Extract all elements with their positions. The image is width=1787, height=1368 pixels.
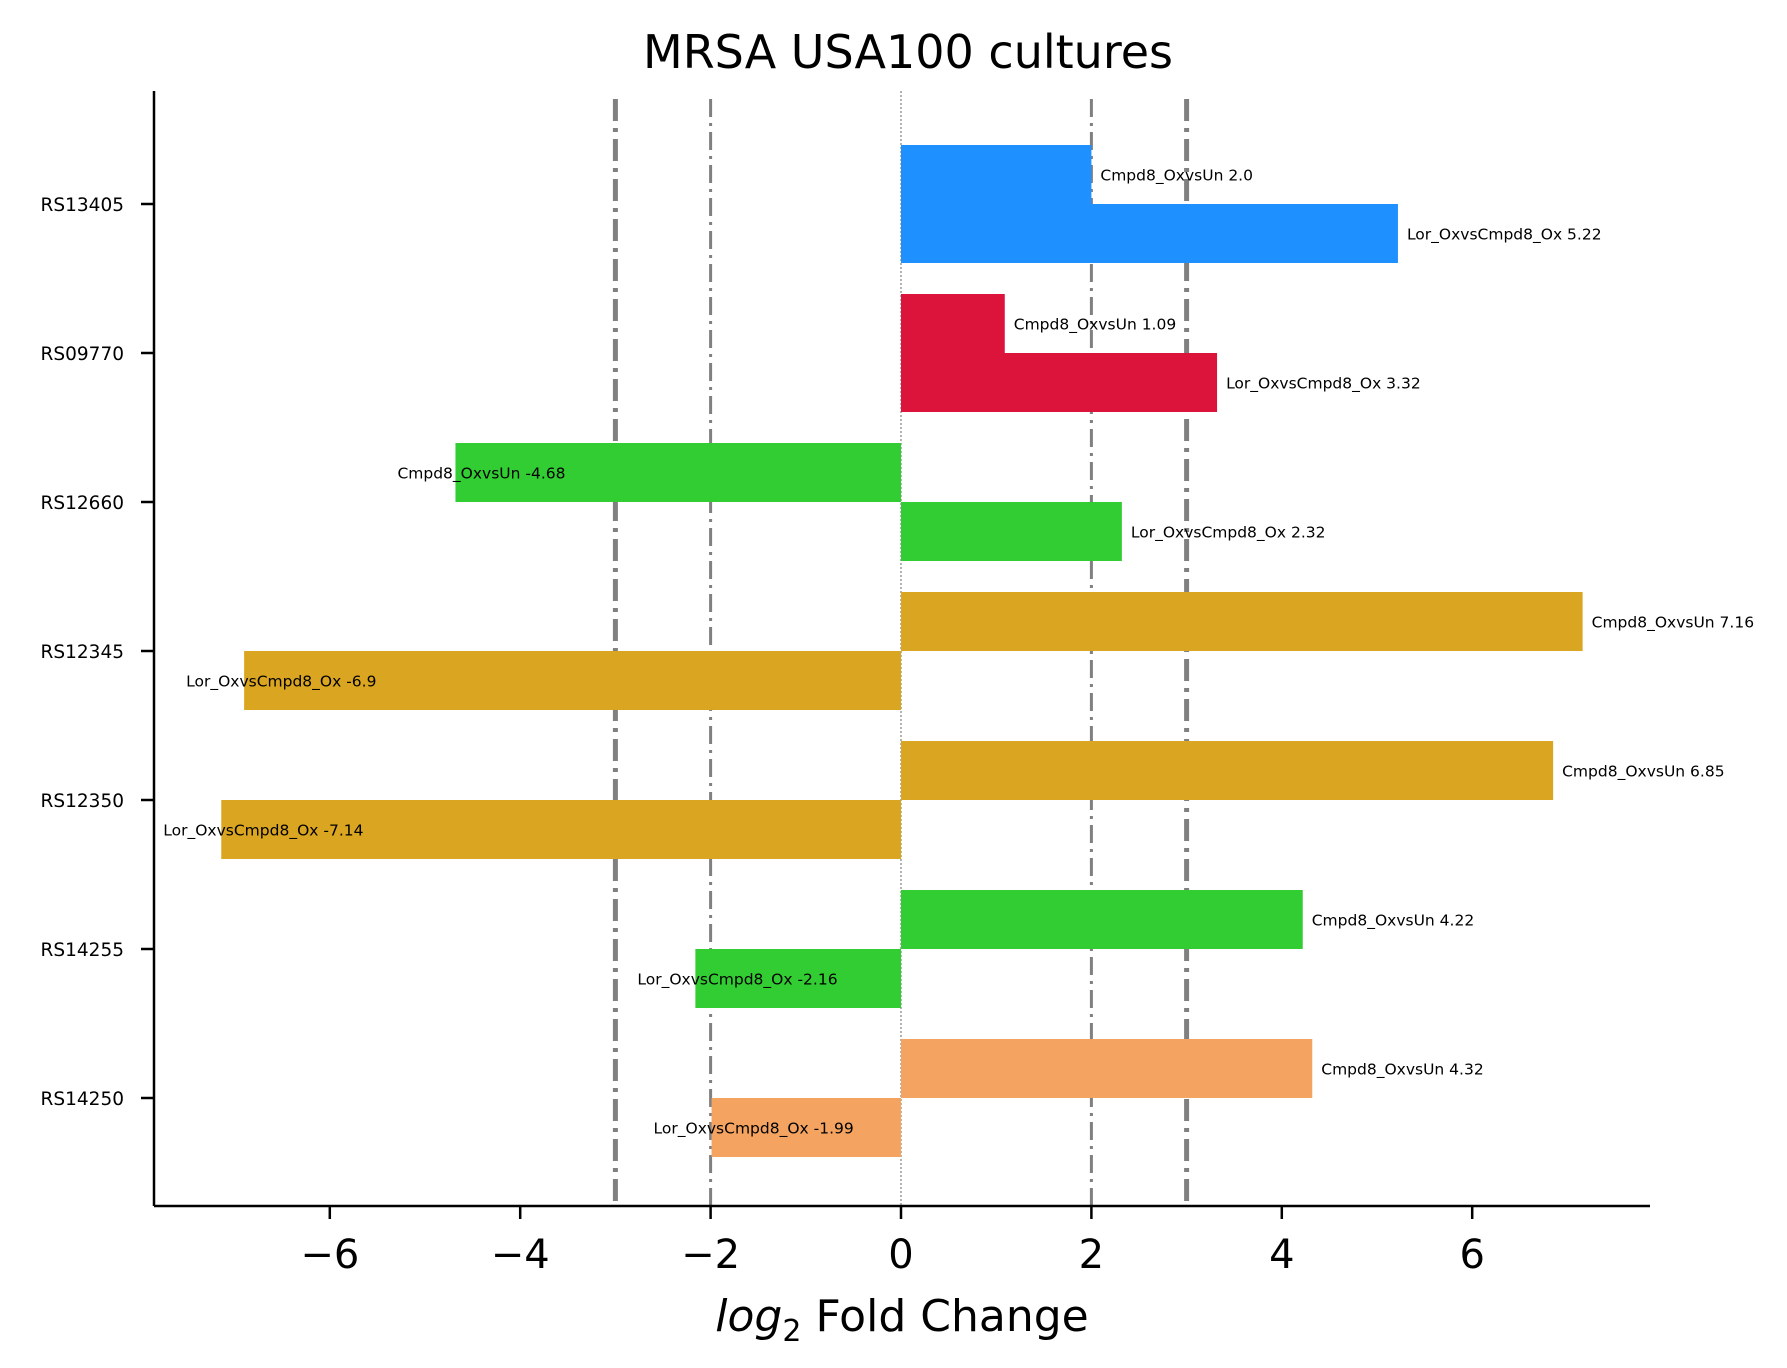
bar-data-label: Cmpd8_OxvsUn 4.22 — [1312, 912, 1474, 931]
y-tick-label: RS09770 — [41, 344, 124, 365]
bar-rs12350-cmpd8 — [901, 741, 1554, 800]
bar-rs12345-cmpd8 — [901, 592, 1583, 651]
y-tick-label: RS14255 — [41, 940, 124, 961]
bar-data-label: Cmpd8_OxvsUn 2.0 — [1100, 167, 1253, 186]
x-axis-label-rest: Fold Change — [801, 1291, 1088, 1342]
x-tick-label: −6 — [300, 1232, 359, 1278]
bar-rs09770-cmpd8 — [901, 294, 1005, 353]
bar-rs14255-cmpd8 — [901, 890, 1303, 949]
bar-rs14250-cmpd8 — [901, 1039, 1313, 1098]
bar-rs14250-lor — [711, 1098, 901, 1157]
bar-labels: Cmpd8_OxvsUn 2.0 Lor_OxvsCmpd8_Ox 5.22 Cmp… — [163, 167, 1754, 1139]
y-tick-label: RS13405 — [41, 195, 124, 216]
x-tick-label: −4 — [491, 1232, 550, 1278]
bar-data-label: Lor_OxvsCmpd8_Ox 3.32 — [1226, 375, 1421, 394]
bar-rs12345-lor — [244, 651, 901, 710]
bar-data-label: Lor_OxvsCmpd8_Ox 2.32 — [1131, 524, 1326, 543]
bars — [221, 145, 1583, 1157]
chart-title: MRSA USA100 cultures — [643, 25, 1173, 79]
x-axis-label: log2 Fold Change — [715, 1291, 1088, 1349]
bar-rs14255-lor — [695, 949, 901, 1008]
bar-data-label: Cmpd8_OxvsUn 6.85 — [1562, 763, 1724, 782]
x-tick-label: 2 — [1079, 1232, 1104, 1278]
bar-data-label: Lor_OxvsCmpd8_Ox -2.16 — [637, 971, 837, 990]
bar-rs09770-lor — [901, 353, 1218, 412]
bar-data-label: Lor_OxvsCmpd8_Ox -1.99 — [654, 1120, 854, 1139]
bar-data-label: Cmpd8_OxvsUn 1.09 — [1014, 316, 1176, 335]
x-tick-label: 6 — [1459, 1232, 1484, 1278]
x-axis-ticks: −6 −4 −2 0 2 4 6 — [300, 1206, 1485, 1278]
bar-data-label: Lor_OxvsCmpd8_Ox -6.9 — [186, 673, 376, 692]
x-axis-label-log: log — [715, 1291, 782, 1342]
bar-rs13405-lor — [901, 204, 1398, 263]
bar-data-label: Lor_OxvsCmpd8_Ox -7.14 — [163, 822, 363, 841]
bar-rs13405-cmpd8 — [901, 145, 1092, 204]
bar-rs12660-lor — [901, 502, 1122, 561]
x-tick-label: 4 — [1269, 1232, 1294, 1278]
bar-data-label: Cmpd8_OxvsUn 4.32 — [1321, 1061, 1483, 1080]
bar-rs12660-cmpd8 — [455, 443, 901, 502]
y-tick-label: RS12660 — [41, 493, 124, 514]
y-tick-label: RS12350 — [41, 791, 124, 812]
y-tick-label: RS14250 — [41, 1089, 124, 1110]
y-axis-ticks: RS13405 RS09770 RS12660 RS12345 RS12350 RS142… — [41, 195, 154, 1110]
bar-data-label: Cmpd8_OxvsUn 7.16 — [1592, 614, 1754, 633]
y-tick-label: RS12345 — [41, 642, 124, 663]
bar-data-label: Cmpd8_OxvsUn -4.68 — [397, 465, 565, 484]
x-axis-label-subscript: 2 — [782, 1314, 801, 1349]
x-tick-label: 0 — [888, 1232, 913, 1278]
bar-rs12350-lor — [221, 800, 902, 859]
bar-data-label: Lor_OxvsCmpd8_Ox 5.22 — [1407, 226, 1602, 245]
x-tick-label: −2 — [681, 1232, 740, 1278]
